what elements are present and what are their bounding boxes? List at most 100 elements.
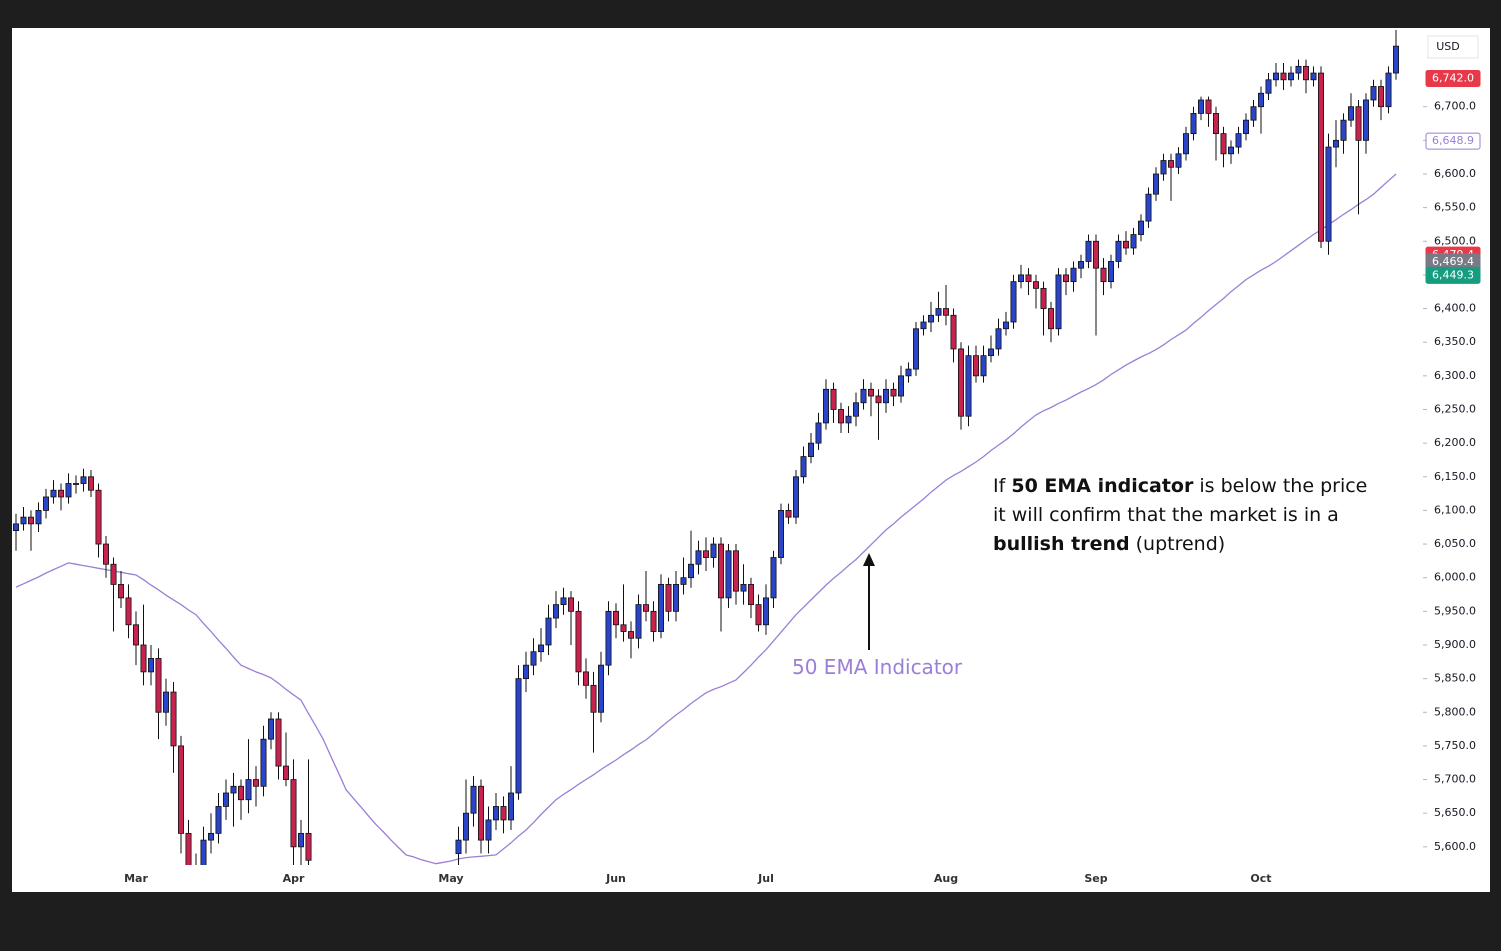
candle-body: [613, 610, 620, 626]
candle-body: [185, 832, 192, 865]
price-label-box: [1425, 69, 1481, 87]
candle-body: [905, 368, 912, 377]
candle-body: [1123, 240, 1130, 249]
candle-body: [470, 785, 477, 814]
candle-body: [507, 792, 514, 821]
candle-body: [1198, 99, 1205, 114]
candle-body: [260, 738, 267, 787]
candle-body: [763, 597, 770, 626]
annotation-bold: 50 EMA indicator: [1011, 475, 1194, 497]
candle-body: [1295, 65, 1302, 74]
candle-body: [575, 610, 582, 673]
candle-body: [162, 691, 169, 713]
candle-body: [1145, 193, 1152, 222]
candle-body: [177, 745, 184, 834]
ema-label: 50 EMA Indicator: [792, 655, 963, 679]
candle-body: [770, 557, 777, 599]
x-tick-label: May: [438, 872, 463, 885]
y-tick-label: 5,900.0: [1434, 638, 1476, 651]
candle-body: [845, 415, 852, 424]
annotation-text: (uptrend): [1129, 533, 1226, 555]
candle-body: [515, 678, 522, 794]
candle-body: [898, 375, 905, 397]
candle-body: [890, 388, 897, 397]
candle-body: [965, 355, 972, 417]
candle-body: [1130, 234, 1137, 249]
candle-body: [658, 584, 665, 632]
candle-body: [1280, 72, 1287, 81]
candle-body: [643, 604, 650, 612]
x-tick-label: Jun: [605, 872, 626, 885]
candle-body: [935, 308, 942, 316]
candle-body: [523, 664, 530, 680]
candle-body: [995, 328, 1002, 350]
candle-body: [1273, 72, 1280, 81]
x-tick-label: Aug: [934, 872, 958, 885]
plot: [12, 30, 1400, 865]
candle-body: [635, 604, 642, 639]
annotation-text: is below the price it will confirm that …: [993, 475, 1368, 526]
candle-body: [973, 355, 980, 377]
annotation-bold: bullish trend: [993, 533, 1130, 555]
price-label-box: [1425, 132, 1481, 150]
candle-body: [1325, 146, 1332, 242]
candle-body: [1250, 106, 1257, 121]
candle-body: [980, 355, 987, 377]
candle-body: [1213, 113, 1220, 135]
candle-body: [1265, 79, 1272, 94]
x-tick-label: Apr: [283, 872, 305, 885]
candle-body: [500, 806, 507, 821]
candle-body: [703, 550, 710, 558]
candle-body: [1183, 133, 1190, 155]
candle-body: [80, 476, 87, 484]
candle-body: [1138, 220, 1145, 235]
candle-body: [1108, 261, 1115, 283]
candle-body: [1025, 274, 1032, 283]
candle-body: [1033, 281, 1040, 289]
candle-body: [1010, 281, 1017, 323]
candle-body: [823, 388, 830, 424]
candle-body: [147, 658, 154, 673]
candle-body: [200, 839, 207, 865]
candle-body: [785, 510, 792, 518]
candle-body: [1153, 173, 1160, 195]
candle-body: [680, 577, 687, 585]
candle-body: [35, 510, 42, 525]
candle-body: [267, 718, 274, 740]
candle-body: [928, 314, 935, 323]
price-label: 6,449.3: [1432, 268, 1474, 281]
candle-body: [88, 476, 95, 491]
candle-body: [560, 597, 567, 606]
y-tick-label: 6,300.0: [1434, 369, 1476, 382]
candle-body: [245, 779, 252, 801]
candle-body: [875, 395, 882, 404]
candle-body: [868, 388, 875, 397]
candle-body: [103, 543, 110, 565]
price-label: 6,648.9: [1432, 134, 1474, 147]
candle-body: [43, 496, 50, 511]
candle-body: [492, 806, 499, 821]
candle-body: [778, 510, 785, 558]
candle-body: [1258, 92, 1265, 108]
candle-body: [530, 651, 537, 666]
chart-area: [12, 28, 1490, 892]
y-tick-label: 6,600.0: [1434, 167, 1476, 180]
candle-body: [282, 765, 289, 780]
currency-box: [1427, 35, 1479, 59]
candle-body: [1243, 119, 1250, 135]
candle-body: [1235, 133, 1242, 148]
candle-body: [920, 321, 927, 330]
candle-body: [207, 832, 214, 841]
candle-body: [1378, 86, 1385, 108]
candle-body: [1003, 321, 1010, 330]
candle-body: [50, 489, 57, 498]
candle-body: [132, 624, 139, 646]
annotation-text: If: [993, 475, 1012, 497]
candle-body: [95, 489, 102, 545]
candle-body: [237, 785, 244, 801]
candle-body: [913, 328, 920, 370]
candle-body: [1160, 160, 1167, 175]
candle-body: [125, 597, 132, 626]
candle-body: [950, 314, 957, 350]
y-tick-label: 5,950.0: [1434, 604, 1476, 617]
